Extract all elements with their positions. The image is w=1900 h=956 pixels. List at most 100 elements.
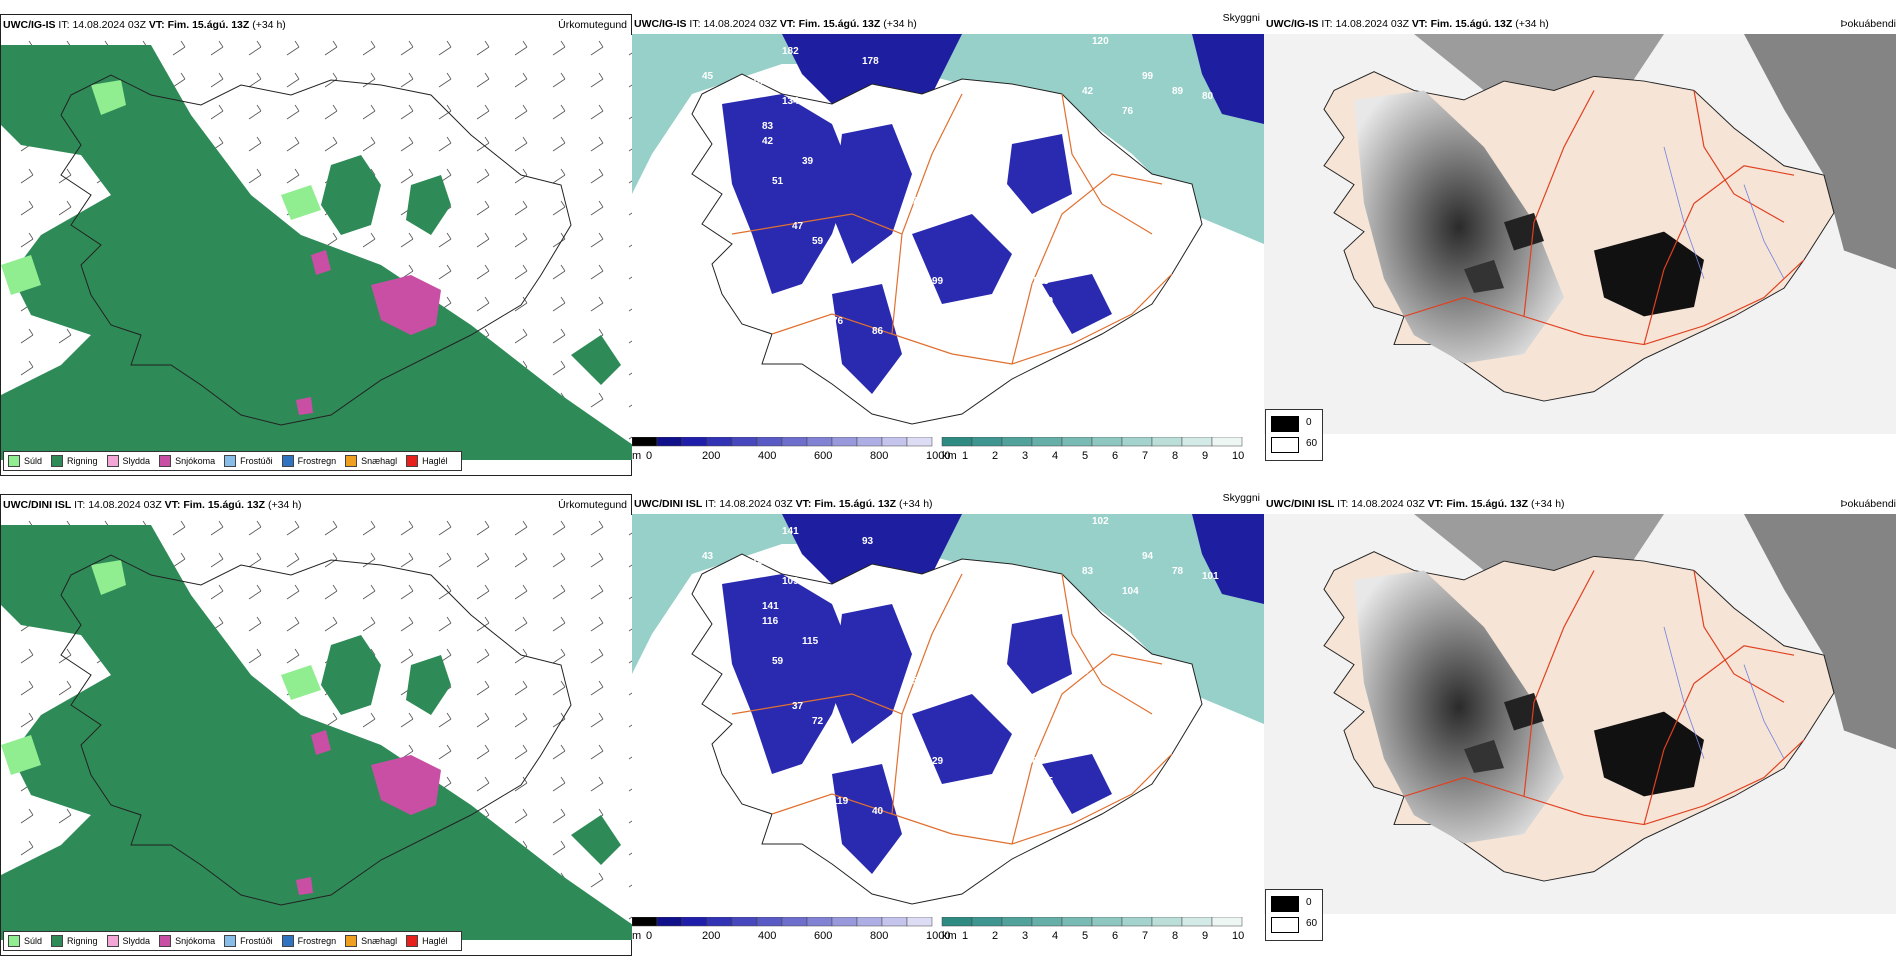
precip-value-label: 30 (1042, 296, 1054, 307)
elevation-swatch (656, 436, 683, 447)
fog-dark-area (1354, 90, 1564, 364)
legend-label: Frostregn (297, 936, 337, 946)
precip-value-label: 76 (1122, 106, 1134, 117)
fog-scale-box: 0 60 (1265, 409, 1323, 461)
elevation-swatch (906, 916, 933, 927)
precip-value-label: 71 (912, 196, 924, 207)
rivers (1663, 146, 1785, 279)
precip-value-label: 94 (1142, 551, 1154, 562)
precip-value-label: 99 (932, 276, 944, 287)
rain-patch (321, 155, 381, 235)
legend-swatch (406, 935, 419, 947)
fog-panel: UWC/DINI ISL IT: 14.08.2024 03Z VT: Fim.… (1264, 494, 1900, 956)
panel-title: Skyggni (1222, 492, 1260, 504)
drizzle-patch (91, 80, 126, 115)
scale-bars: m 0 200 400 600 800 1000 km 1 2 3 4 5 6 7 8 9 10 (631, 916, 1244, 942)
drizzle-patch (1, 255, 41, 295)
visibility-tick: 3 (1022, 450, 1028, 462)
precip-value-label: 88 (812, 326, 824, 337)
visibility-tick: 10 (1232, 930, 1244, 942)
dense-blue-area (1192, 34, 1264, 124)
mountain-blue (1007, 134, 1072, 214)
legend-label: Slydda (122, 936, 151, 946)
mountain-blue (832, 284, 902, 394)
visibility-swatch (1061, 916, 1093, 927)
visibility-tick: 7 (1142, 450, 1148, 462)
legend-label: Frostúði (240, 936, 273, 946)
legend-item: Snjókoma (159, 935, 215, 947)
legend-swatch (406, 455, 419, 467)
panel-title: Þokuábendi (1840, 498, 1896, 510)
legend-label: Snjókoma (175, 456, 216, 466)
road-network (1403, 90, 1805, 346)
panel-header: UWC/DINI ISL IT: 14.08.2024 03Z VT: Fim.… (1266, 498, 1565, 510)
precip-value-label: 45 (1042, 776, 1054, 787)
visibility-swatch (1151, 436, 1183, 447)
precip-value-label: 80 (1202, 91, 1214, 102)
precip-value-label: 42 (792, 376, 804, 387)
elevation-tick: 1000 (926, 930, 950, 942)
visibility-tick: 1 (962, 930, 968, 942)
precip-value-label: 42 (1082, 86, 1094, 97)
elevation-tick: 0 (646, 450, 652, 462)
fog-swatch-low (1271, 896, 1299, 912)
visibility-swatch (1031, 916, 1063, 927)
elevation-swatch (806, 916, 833, 927)
visibility-swatch (1121, 916, 1153, 927)
legend-swatch (224, 935, 237, 947)
precip-value-label: 56 (912, 676, 924, 687)
precip-value-label: 64 (812, 766, 824, 777)
precip-value-label: 182 (782, 46, 799, 57)
fog-map (1264, 34, 1896, 434)
visibility-swatch (971, 916, 1003, 927)
visibility-swatch (1151, 916, 1183, 927)
elevation-swatch (856, 916, 883, 927)
precip-type-map (1, 35, 633, 460)
legend-swatch (224, 455, 237, 467)
elevation-tick: 0 (646, 930, 652, 942)
elevation-scale: m 0 200 400 600 800 1000 (631, 436, 950, 462)
visibility-tick: 4 (1052, 450, 1058, 462)
visibility-swatch (971, 436, 1003, 447)
legend-item: Snæhagl (345, 455, 397, 467)
elevation-swatch (756, 436, 783, 447)
precip-value-label: 45 (702, 71, 714, 82)
legend-label: Súld (24, 936, 43, 946)
dense-blue-area (1192, 514, 1264, 604)
fog-dark-area (1594, 711, 1704, 797)
visibility-tick: 8 (1172, 930, 1178, 942)
precip-value-label: 93 (862, 536, 874, 547)
precip-value-label: 69 (1032, 756, 1044, 767)
precip-type-map (1, 515, 633, 940)
visibility-tick: 6 (1112, 930, 1118, 942)
mountain-blue (912, 214, 1012, 304)
precip-type-panel: UWC/DINI ISL IT: 14.08.2024 03Z VT: Fim.… (0, 494, 633, 956)
visibility-swatch (1181, 436, 1213, 447)
color-scales: m 0 200 400 600 800 1000 km 1 2 3 4 5 6 7 8 9 10 (631, 436, 1264, 463)
legend-item: Haglél (406, 935, 448, 947)
precip-value-label: 178 (862, 56, 879, 67)
precip-value-label: 116 (762, 616, 779, 627)
legend-swatch (8, 935, 20, 947)
visibility-tick: 9 (1202, 930, 1208, 942)
mountain-blue (1042, 754, 1112, 814)
drizzle-patch (281, 665, 321, 700)
legend-item: Snjókoma (159, 455, 215, 467)
road-network (1403, 570, 1805, 826)
panel-header: UWC/DINI ISL IT: 14.08.2024 03Z VT: Fim.… (3, 499, 302, 511)
precip-value-label: 59 (812, 236, 824, 247)
mountain-blue (722, 94, 852, 294)
rain-area (1, 525, 633, 940)
legend-item: Rigning (51, 455, 98, 467)
fog-shading (1744, 514, 1896, 750)
fog-shading (1744, 34, 1896, 270)
elevation-swatch (706, 436, 733, 447)
legend-label: Slydda (122, 456, 151, 466)
rain-patch (321, 635, 381, 715)
snow-patch (371, 755, 441, 815)
fog-swatch-high (1271, 437, 1299, 453)
legend-item: Haglél (406, 455, 448, 467)
legend-label: Frostúði (240, 456, 273, 466)
elevation-swatch (681, 436, 708, 447)
precip-value-label: 83 (1082, 566, 1094, 577)
